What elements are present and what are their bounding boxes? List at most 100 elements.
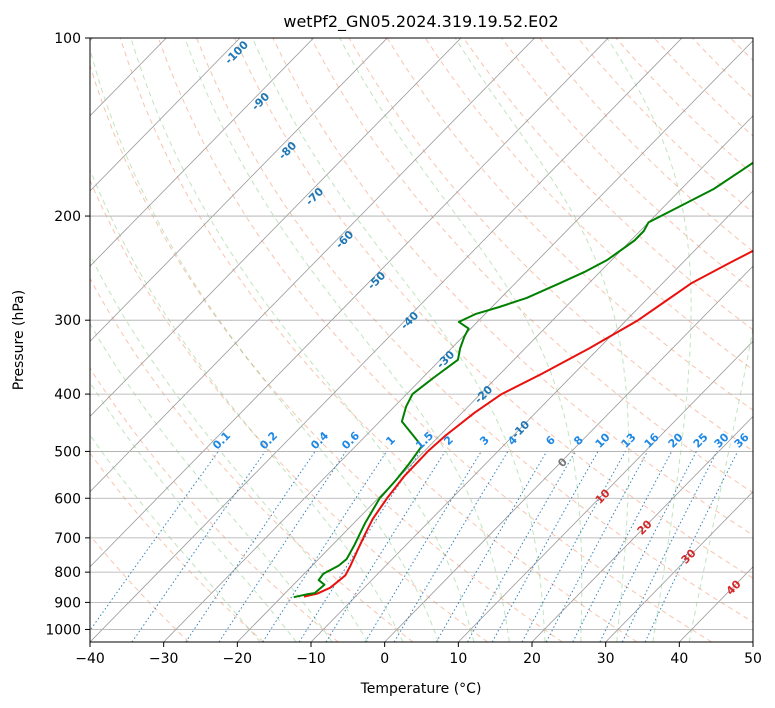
dry-adiabat (90, 367, 339, 642)
y-tick-label: 500 (54, 444, 81, 460)
moist-adiabat (90, 47, 439, 642)
moist-adiabat (90, 253, 369, 642)
isotherm (90, 38, 314, 267)
mixing-ratio-label: 6 (543, 433, 558, 448)
mixing-ratio-line (262, 451, 388, 642)
x-tick-label: −10 (296, 651, 326, 667)
moist-adiabat (454, 38, 630, 642)
dry-adiabat (653, 38, 753, 137)
mixing-ratio-line (467, 451, 576, 642)
plot-frame (89, 37, 754, 643)
mixing-ratio-label: 0.6 (339, 429, 362, 452)
dry-adiabat (691, 38, 753, 99)
isotherm-label: -70 (303, 185, 326, 208)
x-tick-label: 40 (670, 651, 688, 667)
isotherm-label: -90 (249, 90, 272, 113)
mixing-ratio-line (185, 451, 316, 642)
x-axis-label: Temperature (°C) (360, 681, 482, 697)
mixing-ratio-label: 0.2 (257, 429, 280, 452)
chart-title: wetPf2_GN05.2024.319.19.52.E02 (283, 12, 558, 32)
y-tick-label: 1000 (45, 622, 81, 638)
x-tick-label: 10 (449, 651, 467, 667)
x-tick-label: −30 (149, 651, 179, 667)
isotherm (458, 340, 753, 642)
isotherm-label: -30 (434, 348, 457, 371)
isotherm (90, 38, 683, 642)
mixing-ratio-line (435, 451, 548, 642)
mixing-ratio-line (298, 451, 421, 642)
dry-adiabat (424, 38, 753, 371)
isotherm-label: -20 (472, 383, 495, 406)
series-lines (293, 161, 753, 599)
isotherm (90, 38, 462, 418)
mixing-ratio-line (644, 451, 739, 642)
dry-adiabat-label: 10 (593, 486, 613, 506)
isotherm (90, 38, 535, 493)
mixing-ratio-label: 2 (441, 433, 456, 448)
isotherm (90, 38, 609, 568)
dry-adiabat-label: 0 (555, 455, 570, 470)
dry-adiabat (310, 38, 753, 494)
moist-adiabat (90, 168, 404, 642)
y-axis-label: Pressure (hPa) (11, 290, 27, 390)
y-tick-label: 100 (54, 31, 81, 47)
dry-adiabat (119, 38, 638, 642)
isotherm-label: -100 (222, 38, 251, 67)
x-tick-label: 20 (523, 651, 541, 667)
y-tick-label: 700 (54, 531, 81, 547)
dry-adiabat (234, 38, 753, 579)
x-tick-label: −20 (223, 651, 253, 667)
mixing-ratio-label: 36 (732, 430, 752, 450)
moist-adiabat (184, 38, 510, 642)
moist-adiabat (252, 38, 546, 642)
isotherm-label: -40 (398, 309, 421, 332)
isotherm (752, 641, 753, 642)
y-tick-label: 900 (54, 595, 81, 611)
dry-adiabat (463, 38, 753, 331)
moist-adiabat (606, 38, 692, 642)
mixing-ratio-line (364, 451, 482, 642)
y-tick-label: 600 (54, 491, 81, 507)
moist-adiabat (90, 381, 297, 642)
isotherm (90, 38, 388, 342)
y-tick-label: 200 (54, 209, 81, 225)
dry-adiabat (90, 179, 488, 642)
mixing-ratio-label: 25 (691, 431, 711, 451)
isotherm (163, 40, 753, 642)
temperature-profile (303, 249, 753, 598)
mixing-ratio-line (218, 451, 347, 642)
x-tick-label: 30 (597, 651, 615, 667)
mixing-ratio-line (393, 451, 509, 642)
mixing-ratio-line (599, 451, 697, 642)
isotherm (310, 190, 753, 642)
dry-adiabat (539, 38, 753, 252)
mixing-ratio-label: 13 (619, 431, 639, 451)
y-tick-label: 300 (54, 313, 81, 329)
dry-adiabat (272, 38, 753, 536)
mixing-ratio-line (621, 451, 718, 642)
dry-adiabat (90, 63, 563, 642)
moist-adiabat (130, 38, 475, 642)
mixing-ratio-line (491, 451, 599, 642)
dry-adiabat (90, 277, 414, 642)
dry-adiabat (90, 534, 190, 642)
dewpoint-profile (293, 161, 753, 599)
background-lines (90, 38, 753, 642)
isotherm-label: -50 (365, 269, 388, 292)
y-tick-label: 800 (54, 565, 81, 581)
x-tick-label: 0 (380, 651, 389, 667)
mixing-ratio-label: 16 (642, 430, 662, 450)
mixing-ratio-label: 3 (477, 433, 492, 448)
isotherm-label: -80 (276, 139, 299, 162)
mixing-ratio-line (90, 451, 219, 632)
mixing-ratio-line (521, 451, 626, 642)
moist-adiabat (90, 434, 261, 642)
mixing-ratio-line (131, 451, 266, 642)
moist-adiabat (339, 38, 583, 642)
isotherm (90, 38, 241, 192)
mixing-ratio-label: 30 (712, 430, 732, 450)
mixing-ratio-label: 8 (571, 433, 586, 448)
grid-lines (90, 38, 753, 642)
dry-adiabat (501, 38, 753, 291)
